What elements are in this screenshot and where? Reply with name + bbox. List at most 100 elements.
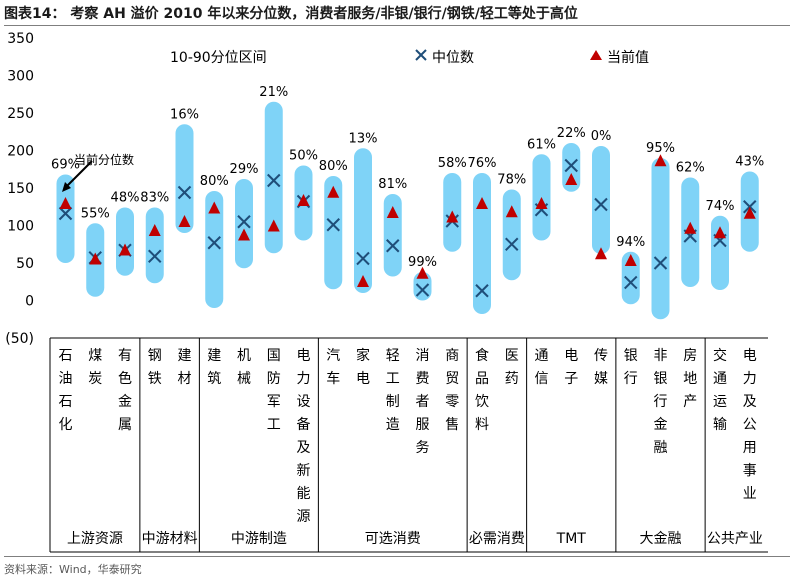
group-label: 上游资源: [67, 531, 123, 547]
current-marker: [119, 243, 131, 256]
median-marker: [386, 239, 400, 253]
median-marker: [415, 283, 430, 297]
median-marker: [594, 197, 608, 212]
median-marker: [653, 256, 668, 270]
current-marker: [208, 201, 221, 214]
current-marker: [327, 185, 340, 198]
percentile-label: 61%: [527, 137, 556, 152]
median-marker: [475, 284, 489, 298]
percentile-label: 13%: [349, 131, 378, 146]
median-stroke: [148, 249, 162, 263]
category-label: 商贸零售: [445, 348, 459, 433]
median-marker: [177, 185, 192, 200]
category-label: 汽车: [326, 348, 340, 387]
median-marker: [237, 215, 251, 229]
current-marker: [535, 197, 548, 209]
current-marker: [89, 252, 102, 265]
category-label: 建材: [178, 348, 192, 387]
percentile-label: 99%: [408, 255, 437, 270]
y-tick-label: 150: [7, 181, 34, 197]
percentile-label: 69%: [51, 158, 80, 173]
category-label: 钢铁: [148, 348, 162, 387]
current-marker: [565, 173, 578, 185]
category-label: 家电: [356, 347, 370, 387]
median-markers: [58, 158, 757, 298]
percentile-label: 22%: [557, 126, 586, 141]
y-tick-label: 50: [16, 256, 34, 272]
percentile-label: 94%: [616, 235, 645, 250]
range-bar: [592, 146, 610, 254]
median-stroke: [415, 283, 430, 297]
percentile-label: 83%: [140, 191, 169, 206]
percentile-label: 95%: [646, 141, 675, 156]
range-bars: [56, 101, 759, 320]
current-marker: [684, 221, 697, 234]
percentile-label: 50%: [289, 149, 318, 164]
current-marker: [297, 194, 310, 206]
median-marker: [326, 218, 340, 232]
category-label: 非银行金融: [654, 348, 668, 456]
legend-median-label: 中位数: [432, 50, 474, 66]
y-tick-label: 350: [7, 31, 34, 47]
group-label: 可选消费: [365, 531, 421, 547]
annotation: 当前分位数: [62, 152, 134, 192]
range-bar: [562, 143, 581, 192]
category-label: 通信: [535, 348, 549, 387]
percentile-label: 62%: [676, 161, 705, 176]
category-label: 消费者服务: [416, 348, 430, 456]
median-marker: [505, 237, 519, 251]
median-stroke: [386, 239, 400, 253]
median-marker: [148, 249, 162, 263]
chart-title: 图表14： 考察 AH 溢价 2010 年以来分位数，消费者服务/非银/银行/钢…: [4, 6, 578, 22]
percentile-label: 76%: [468, 156, 497, 171]
median-stroke: [58, 206, 73, 221]
category-label: 机械: [237, 348, 251, 387]
range-bar: [711, 215, 729, 290]
annotation-arrow: [65, 160, 93, 188]
category-label: 传媒: [594, 348, 608, 387]
range-bar: [651, 158, 670, 320]
range-bar: [502, 189, 521, 281]
percentile-label: 58%: [438, 156, 467, 171]
range-bar: [264, 101, 283, 254]
median-stroke: [475, 284, 489, 298]
percentile-label: 16%: [170, 107, 199, 122]
category-label: 电子: [564, 348, 578, 387]
category-label: 有色金属: [118, 348, 132, 433]
legend: 10-90分位区间 中位数 当前值: [170, 49, 649, 66]
percentile-label: 29%: [230, 162, 259, 177]
category-label: 建筑: [207, 348, 221, 387]
median-stroke: [207, 236, 221, 250]
current-marker: [446, 210, 459, 223]
y-tick-label: 250: [7, 106, 34, 122]
category-label: 煤炭: [88, 348, 102, 387]
median-stroke: [505, 237, 519, 251]
group-label: 大金融: [640, 531, 682, 547]
range-bar: [473, 173, 491, 314]
category-label: 医药: [505, 348, 519, 387]
current-marker: [595, 247, 607, 260]
percentile-label: 74%: [706, 199, 735, 214]
median-stroke: [237, 215, 251, 229]
group-labels: 上游资源 中游材料 中游制造 可选消费 必需消费 TMT 大金融 公共产业: [67, 531, 763, 547]
current-marker: [416, 266, 429, 279]
category-label: 石油石化: [59, 348, 73, 433]
y-tick-label: 300: [7, 69, 34, 85]
range-bar: [383, 194, 402, 277]
range-bar: [175, 124, 194, 233]
median-stroke: [267, 173, 281, 188]
range-bar: [354, 148, 372, 293]
percentile-label: 80%: [319, 159, 348, 174]
range-bar: [324, 176, 343, 290]
percentile-label: 21%: [259, 85, 288, 100]
range-bar: [116, 207, 134, 276]
category-label: 交通运输: [713, 347, 727, 433]
range-bar: [205, 191, 224, 308]
legend-range-label: 10-90分位区间: [170, 50, 267, 66]
range-bar: [235, 179, 253, 269]
percentile-label: 81%: [378, 177, 407, 192]
group-label: 公共产业: [707, 531, 763, 547]
percentile-label: 55%: [81, 206, 110, 221]
